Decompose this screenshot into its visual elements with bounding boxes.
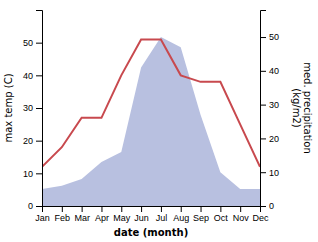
tick-label: 10 (269, 168, 279, 178)
tick: 40 (260, 66, 279, 76)
tick-mark (36, 43, 42, 44)
tick: Mar (74, 206, 90, 223)
tick-label: 30 (23, 103, 33, 113)
tick: May (113, 206, 131, 223)
tick: Sep (193, 206, 209, 223)
tick: Jun (134, 206, 149, 223)
tick-label: 40 (269, 66, 279, 76)
tick-label: Jul (156, 213, 168, 223)
tick-mark (62, 206, 63, 212)
tick-label: 30 (269, 100, 279, 110)
tick: 50 (23, 38, 42, 48)
tick: 20 (260, 134, 279, 144)
tick: 20 (23, 136, 42, 146)
tick-mark (260, 105, 266, 106)
axis-line (261, 11, 267, 207)
tick-label: 10 (23, 169, 33, 179)
tick-mark (181, 206, 182, 212)
tick-label: Jan (35, 213, 50, 223)
tick-label: Sep (193, 213, 209, 223)
temperature-line (42, 39, 260, 166)
tick: Feb (55, 206, 71, 223)
tick-label: Mar (74, 213, 90, 223)
tick-mark (36, 141, 42, 142)
title-line: (kg/m2) (291, 88, 302, 128)
tick: Nov (233, 206, 250, 223)
tick-label: 50 (23, 38, 33, 48)
tick: 30 (260, 100, 279, 110)
tick: Jan (35, 206, 50, 223)
title-line: med. precipitation (302, 62, 313, 154)
tick-mark (240, 206, 241, 212)
tick: Oct (214, 206, 229, 223)
tick-mark (36, 206, 42, 207)
x-axis-title: date (month) (114, 227, 188, 238)
y-axis-title: max temp (C) (3, 73, 14, 142)
tick-label: Nov (233, 213, 250, 223)
tick: 40 (23, 71, 42, 81)
axis-line (43, 207, 261, 213)
tick: Dec (252, 206, 269, 223)
tick: 0 (260, 201, 274, 211)
tick-label: 40 (23, 71, 33, 81)
tick: Aug (173, 206, 189, 223)
tick-label: Oct (214, 213, 229, 223)
tick: 10 (260, 168, 279, 178)
x-axis: Jan FebMar Apr MayJun Jul Aug Sep Oct NovDec (35, 206, 269, 223)
tick-label: Feb (55, 213, 71, 223)
tick-label: Jun (134, 213, 149, 223)
tick-label: May (113, 213, 131, 223)
tick-mark (260, 206, 266, 207)
tick-mark (36, 173, 42, 174)
tick-mark (161, 206, 162, 212)
tick: 10 (23, 169, 42, 179)
tick: 0 (28, 201, 42, 211)
tick-mark (260, 37, 266, 38)
tick-label: 0 (269, 201, 274, 211)
y2-axis: 0 10 20 30 40 50 (260, 11, 279, 212)
tick-mark (260, 138, 266, 139)
tick-label: 50 (269, 32, 279, 42)
chart: JanFebMarAprMayJunJulAugSepOctNovDec0102… (0, 0, 318, 242)
tick-mark (36, 108, 42, 109)
tick: Apr (95, 206, 109, 223)
tick-mark (101, 206, 102, 212)
precipitation-area (42, 37, 260, 206)
tick: 50 (260, 32, 279, 42)
tick-label: Dec (252, 213, 269, 223)
tick-label: Apr (95, 213, 109, 223)
tick-label: 20 (23, 136, 33, 146)
tick-mark (82, 206, 83, 212)
tick-mark (36, 75, 42, 76)
tick-label: 20 (269, 134, 279, 144)
tick-mark (201, 206, 202, 212)
marks (42, 37, 260, 206)
y2-axis-title: med. precipitation(kg/m2) (291, 62, 314, 154)
y-axis: 0 10 20 30 40 50 (23, 11, 43, 212)
tick-mark (260, 172, 266, 173)
tick-label: Aug (173, 213, 189, 223)
tick-mark (260, 71, 266, 72)
tick-mark (220, 206, 221, 212)
tick: Jul (156, 206, 168, 223)
axis-line (36, 11, 43, 207)
tick-label: 0 (28, 201, 33, 211)
tick-mark (141, 206, 142, 212)
tick-mark (121, 206, 122, 212)
tick: 30 (23, 103, 42, 113)
